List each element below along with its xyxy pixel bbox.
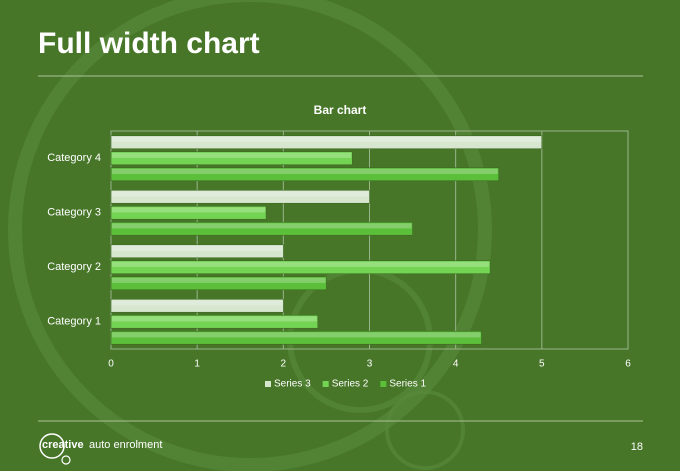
x-tick-label: 4 bbox=[453, 359, 459, 370]
bar bbox=[110, 276, 327, 291]
x-tick-label: 6 bbox=[625, 359, 631, 370]
bar bbox=[110, 314, 319, 329]
logo-text: auto enrolment bbox=[89, 439, 162, 451]
x-tick-label: 0 bbox=[108, 359, 114, 370]
bar-shine bbox=[112, 191, 369, 197]
logo-icon bbox=[61, 455, 71, 465]
bar-shine bbox=[112, 316, 317, 322]
bar bbox=[110, 151, 353, 166]
bar bbox=[110, 298, 284, 313]
decor-circle bbox=[8, 0, 492, 471]
bar bbox=[110, 167, 500, 182]
bar-shine bbox=[112, 332, 481, 338]
bar-shine bbox=[112, 245, 283, 251]
page-number: 18 bbox=[631, 441, 643, 453]
x-tick-label: 3 bbox=[367, 359, 373, 370]
bar bbox=[110, 330, 482, 345]
legend-label: Series 1 bbox=[389, 379, 426, 390]
legend-label: Series 2 bbox=[332, 379, 369, 390]
slide-title: Full width chart bbox=[38, 27, 260, 60]
logo-icon bbox=[39, 433, 65, 459]
bar-shine bbox=[112, 207, 266, 213]
y-tick-label: Category 1 bbox=[47, 316, 101, 328]
bar-shine bbox=[112, 277, 326, 283]
legend-label: Series 3 bbox=[274, 379, 311, 390]
bar-shine bbox=[112, 152, 352, 158]
legend-swatch bbox=[322, 381, 329, 387]
bar bbox=[110, 260, 491, 275]
bar-shine bbox=[112, 136, 541, 142]
decor-circle bbox=[385, 390, 465, 470]
legend-swatch bbox=[380, 381, 387, 387]
x-tick-label: 1 bbox=[194, 359, 200, 370]
logo-bold: creative bbox=[42, 439, 84, 451]
x-tick-label: 2 bbox=[281, 359, 287, 370]
chart-title: Bar chart bbox=[314, 103, 367, 117]
bar-shine bbox=[112, 223, 412, 229]
bar bbox=[110, 221, 413, 236]
bar bbox=[110, 244, 284, 259]
x-tick-label: 5 bbox=[539, 359, 545, 370]
bar-shine bbox=[112, 261, 490, 267]
bar-shine bbox=[112, 168, 498, 174]
y-tick-label: Category 2 bbox=[47, 261, 101, 273]
bar bbox=[110, 205, 267, 220]
legend-swatch bbox=[265, 381, 271, 387]
bar-shine bbox=[112, 300, 283, 306]
y-tick-label: Category 4 bbox=[47, 152, 101, 164]
bar bbox=[110, 135, 543, 150]
y-tick-label: Category 3 bbox=[47, 207, 101, 219]
bar bbox=[110, 189, 370, 204]
